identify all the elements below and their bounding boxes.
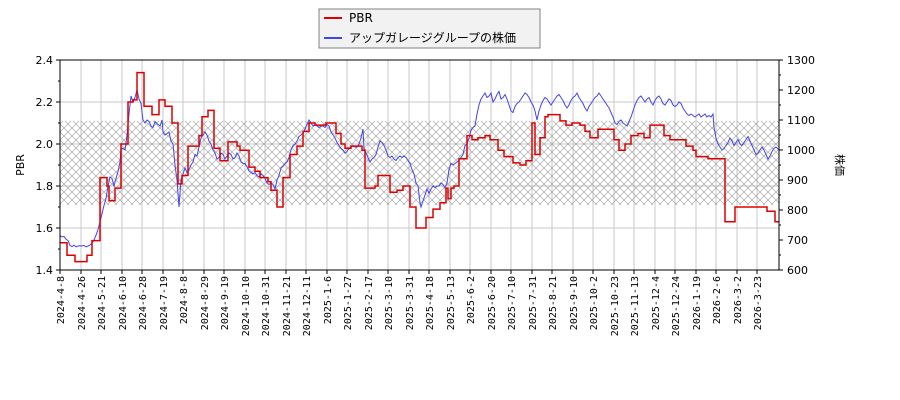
right-tick-label: 1200 [787,84,815,97]
x-tick-label: 2025-1-27 [343,276,354,330]
x-tick-label: 2025-5-13 [446,276,457,330]
x-tick-label: 2024-5-21 [97,276,108,330]
x-tick-label: 2024-10-31 [261,276,272,336]
pbr-line [60,71,779,263]
x-tick-label: 2024-11-21 [282,276,293,336]
x-tick-label: 2025-3-31 [405,276,416,330]
x-tick-label: 2024-6-10 [118,276,129,330]
x-tick-label: 2025-12-4 [651,276,662,330]
legend-box [318,8,541,49]
x-tick-label: 2025-6-2 [466,276,477,324]
right-tick-label: 700 [787,234,808,247]
x-tick-label: 2026-3-23 [753,276,764,330]
x-tick-label: 2025-9-10 [569,276,580,330]
x-tick-label: 2024-10-10 [241,276,252,336]
x-tick-label: 2024-4-8 [56,276,67,324]
x-tick-label: 2025-8-21 [548,276,559,330]
x-tick-label: 2024-8-8 [179,276,190,324]
x-tick-label: 2024-9-19 [220,276,231,330]
left-tick-label: 1.8 [36,180,54,193]
left-tick-label: 2.0 [36,138,54,151]
x-tick-label: 2025-4-18 [425,276,436,330]
x-tick-label: 2024-4-26 [77,276,88,330]
right-axis: 1300 1200 1100 1000 900 800 700 600 [779,54,815,277]
x-axis: 2024-4-8 2024-4-26 2024-5-21 2024-6-10 2024-… [56,270,764,336]
x-tick-label: 2024-6-28 [138,276,149,330]
left-axis: 2.4 2.2 2.0 1.8 1.6 1.4 [36,54,60,277]
x-tick-label: 2026-1-19 [692,276,703,330]
reference-band [60,120,779,205]
stock-price-line [59,89,780,248]
x-tick-label: 2026-3-2 [733,276,744,324]
right-tick-label: 800 [787,204,808,217]
left-tick-label: 2.4 [36,54,54,67]
x-tick-label: 2025-2-17 [364,276,375,330]
x-tick-label: 2024-8-29 [200,276,211,330]
right-tick-label: 900 [787,174,808,187]
x-tick-label: 2025-10-2 [589,276,600,330]
x-tick-label: 2025-12-24 [671,276,682,336]
x-tick-label: 2025-7-31 [528,276,539,330]
right-tick-label: 1300 [787,54,815,67]
legend: PBR アップガレージグループの株価 [318,8,541,49]
legend-label-pbr: PBR [349,11,373,25]
x-tick-label: 2024-7-19 [159,276,170,330]
left-tick-label: 1.4 [36,264,54,277]
right-axis-title: 株価 [833,154,847,176]
x-tick-label: 2025-3-10 [384,276,395,330]
right-tick-label: 1000 [787,144,815,157]
left-axis-title: PBR [14,154,27,176]
legend-label-stock-price: アップガレージグループの株価 [349,30,516,45]
right-tick-label: 600 [787,264,808,277]
left-tick-label: 2.2 [36,96,54,109]
x-tick-label: 2024-12-11 [302,276,313,336]
x-tick-label: 2025-6-20 [487,276,498,330]
right-tick-label: 1100 [787,114,815,127]
x-tick-label: 2025-11-13 [630,276,641,336]
x-tick-label: 2025-7-10 [507,276,518,330]
x-tick-label: 2025-1-6 [323,276,334,324]
left-tick-label: 1.6 [36,222,54,235]
x-tick-label: 2025-10-23 [610,276,621,336]
x-tick-label: 2026-2-6 [712,276,723,324]
